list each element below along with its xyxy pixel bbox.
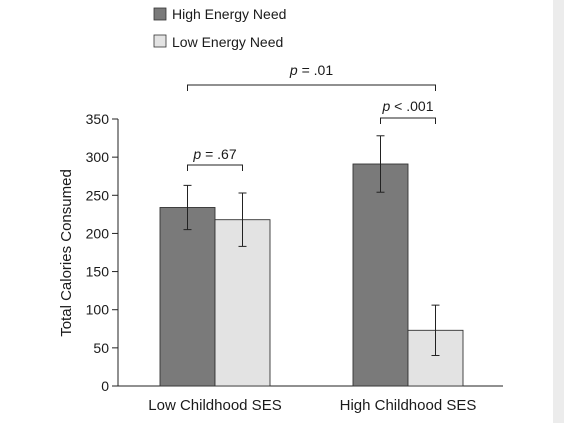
y-tick-label: 200 bbox=[86, 225, 110, 241]
y-tick-label: 0 bbox=[101, 378, 109, 394]
between-ses-significance-bracket bbox=[187, 84, 436, 91]
y-tick-label: 300 bbox=[86, 149, 110, 165]
bar bbox=[352, 163, 409, 387]
bar bbox=[159, 207, 216, 387]
low-ses-significance-bracket bbox=[187, 164, 243, 171]
high-ses-significance-bracket bbox=[380, 117, 436, 124]
legend-label-low-energy: Low Energy Need bbox=[172, 34, 283, 50]
x-category-label: High Childhood SES bbox=[340, 397, 477, 414]
legend-swatch-high-energy bbox=[153, 7, 167, 21]
plot-area: 0 50 100 150 200 250 300 350 Low Childhood SES Hi… bbox=[86, 62, 503, 414]
page-edge-strip bbox=[553, 0, 564, 423]
y-tick-label: 250 bbox=[86, 187, 110, 203]
legend-label-high-energy: High Energy Need bbox=[172, 6, 286, 22]
legend-swatch-low-energy bbox=[153, 34, 167, 48]
y-tick-label: 350 bbox=[86, 111, 110, 127]
low-ses-significance-label: p = .67 bbox=[192, 146, 236, 162]
high-ses-significance-label: p < .001 bbox=[382, 98, 434, 114]
between-ses-significance-label: p = .01 bbox=[289, 62, 333, 78]
y-tick-label: 100 bbox=[86, 302, 110, 318]
x-category-label: Low Childhood SES bbox=[148, 397, 281, 414]
bar bbox=[214, 219, 271, 387]
legend: High Energy Need Low Energy Need bbox=[153, 6, 286, 50]
y-axis-label: Total Calories Consumed bbox=[58, 169, 75, 337]
y-tick-label: 150 bbox=[86, 264, 110, 280]
y-tick-label: 50 bbox=[93, 340, 109, 356]
